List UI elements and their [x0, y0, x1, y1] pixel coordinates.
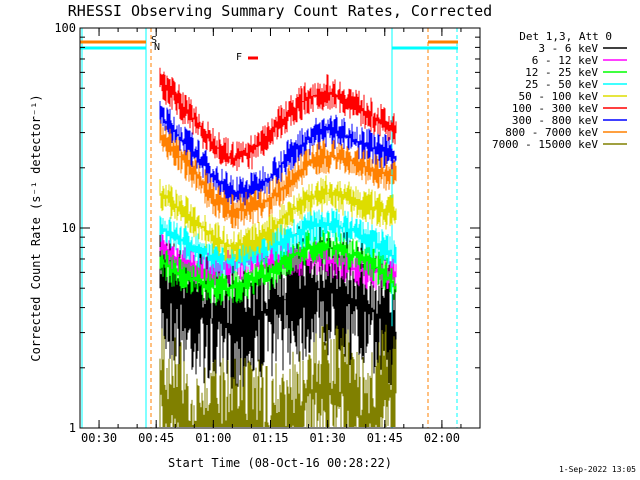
series-trace-6	[159, 101, 397, 208]
legend-label-3: 25 - 50 keV	[525, 78, 598, 91]
x-tick-label-0: 00:30	[81, 431, 117, 445]
series-trace-4	[159, 175, 397, 263]
series-trace-7	[159, 119, 397, 230]
y-tick-label-0: 1	[69, 421, 76, 435]
axes: 00:30 00:45 01:00 01:15 01:30 01:45 02:00 1 10 10…	[54, 21, 481, 445]
series-trace-2	[159, 230, 397, 306]
flag-label-f: F	[236, 52, 242, 63]
legend-label-7: 800 - 7000 keV	[505, 126, 598, 139]
series-trace-3	[159, 208, 397, 277]
x-tick-label-2: 01:00	[195, 431, 231, 445]
legend-label-5: 100 - 300 keV	[512, 102, 598, 115]
x-tick-label-5: 01:45	[367, 431, 403, 445]
y-tick-label-2: 100	[54, 21, 76, 35]
y-axis-label: Corrected Count Rate (s⁻¹ detector⁻¹)	[29, 94, 43, 361]
y-tick-label-1: 10	[62, 221, 76, 235]
legend-label-6: 300 - 800 keV	[512, 114, 598, 127]
plot-area: SN F	[80, 28, 458, 428]
series-layer	[159, 67, 397, 427]
flag-label-s: S	[151, 35, 157, 46]
legend-label-2: 12 - 25 keV	[525, 66, 598, 79]
x-tick-label-6: 02:00	[424, 431, 460, 445]
flag-label-n: N	[154, 42, 160, 53]
legend-label-8: 7000 - 15000 keV	[492, 138, 598, 151]
series-trace-0	[159, 223, 397, 402]
x-tick-label-3: 01:15	[252, 431, 288, 445]
legend-title: Det 1,3, Att 0	[519, 30, 612, 43]
series-trace-5	[159, 67, 397, 171]
series-trace-8	[159, 324, 397, 427]
timestamp: 1-Sep-2022 13:05	[559, 465, 636, 474]
x-tick-label-4: 01:30	[310, 431, 346, 445]
x-axis-label: Start Time (08-Oct-16 00:28:22)	[168, 456, 392, 470]
legend-label-1: 6 - 12 keV	[532, 54, 599, 67]
legend-label-0: 3 - 6 keV	[538, 42, 598, 55]
x-tick-label-1: 00:45	[138, 431, 174, 445]
chart-title: RHESSI Observing Summary Count Rates, Co…	[68, 2, 492, 20]
legend-label-4: 50 - 100 keV	[519, 90, 599, 103]
